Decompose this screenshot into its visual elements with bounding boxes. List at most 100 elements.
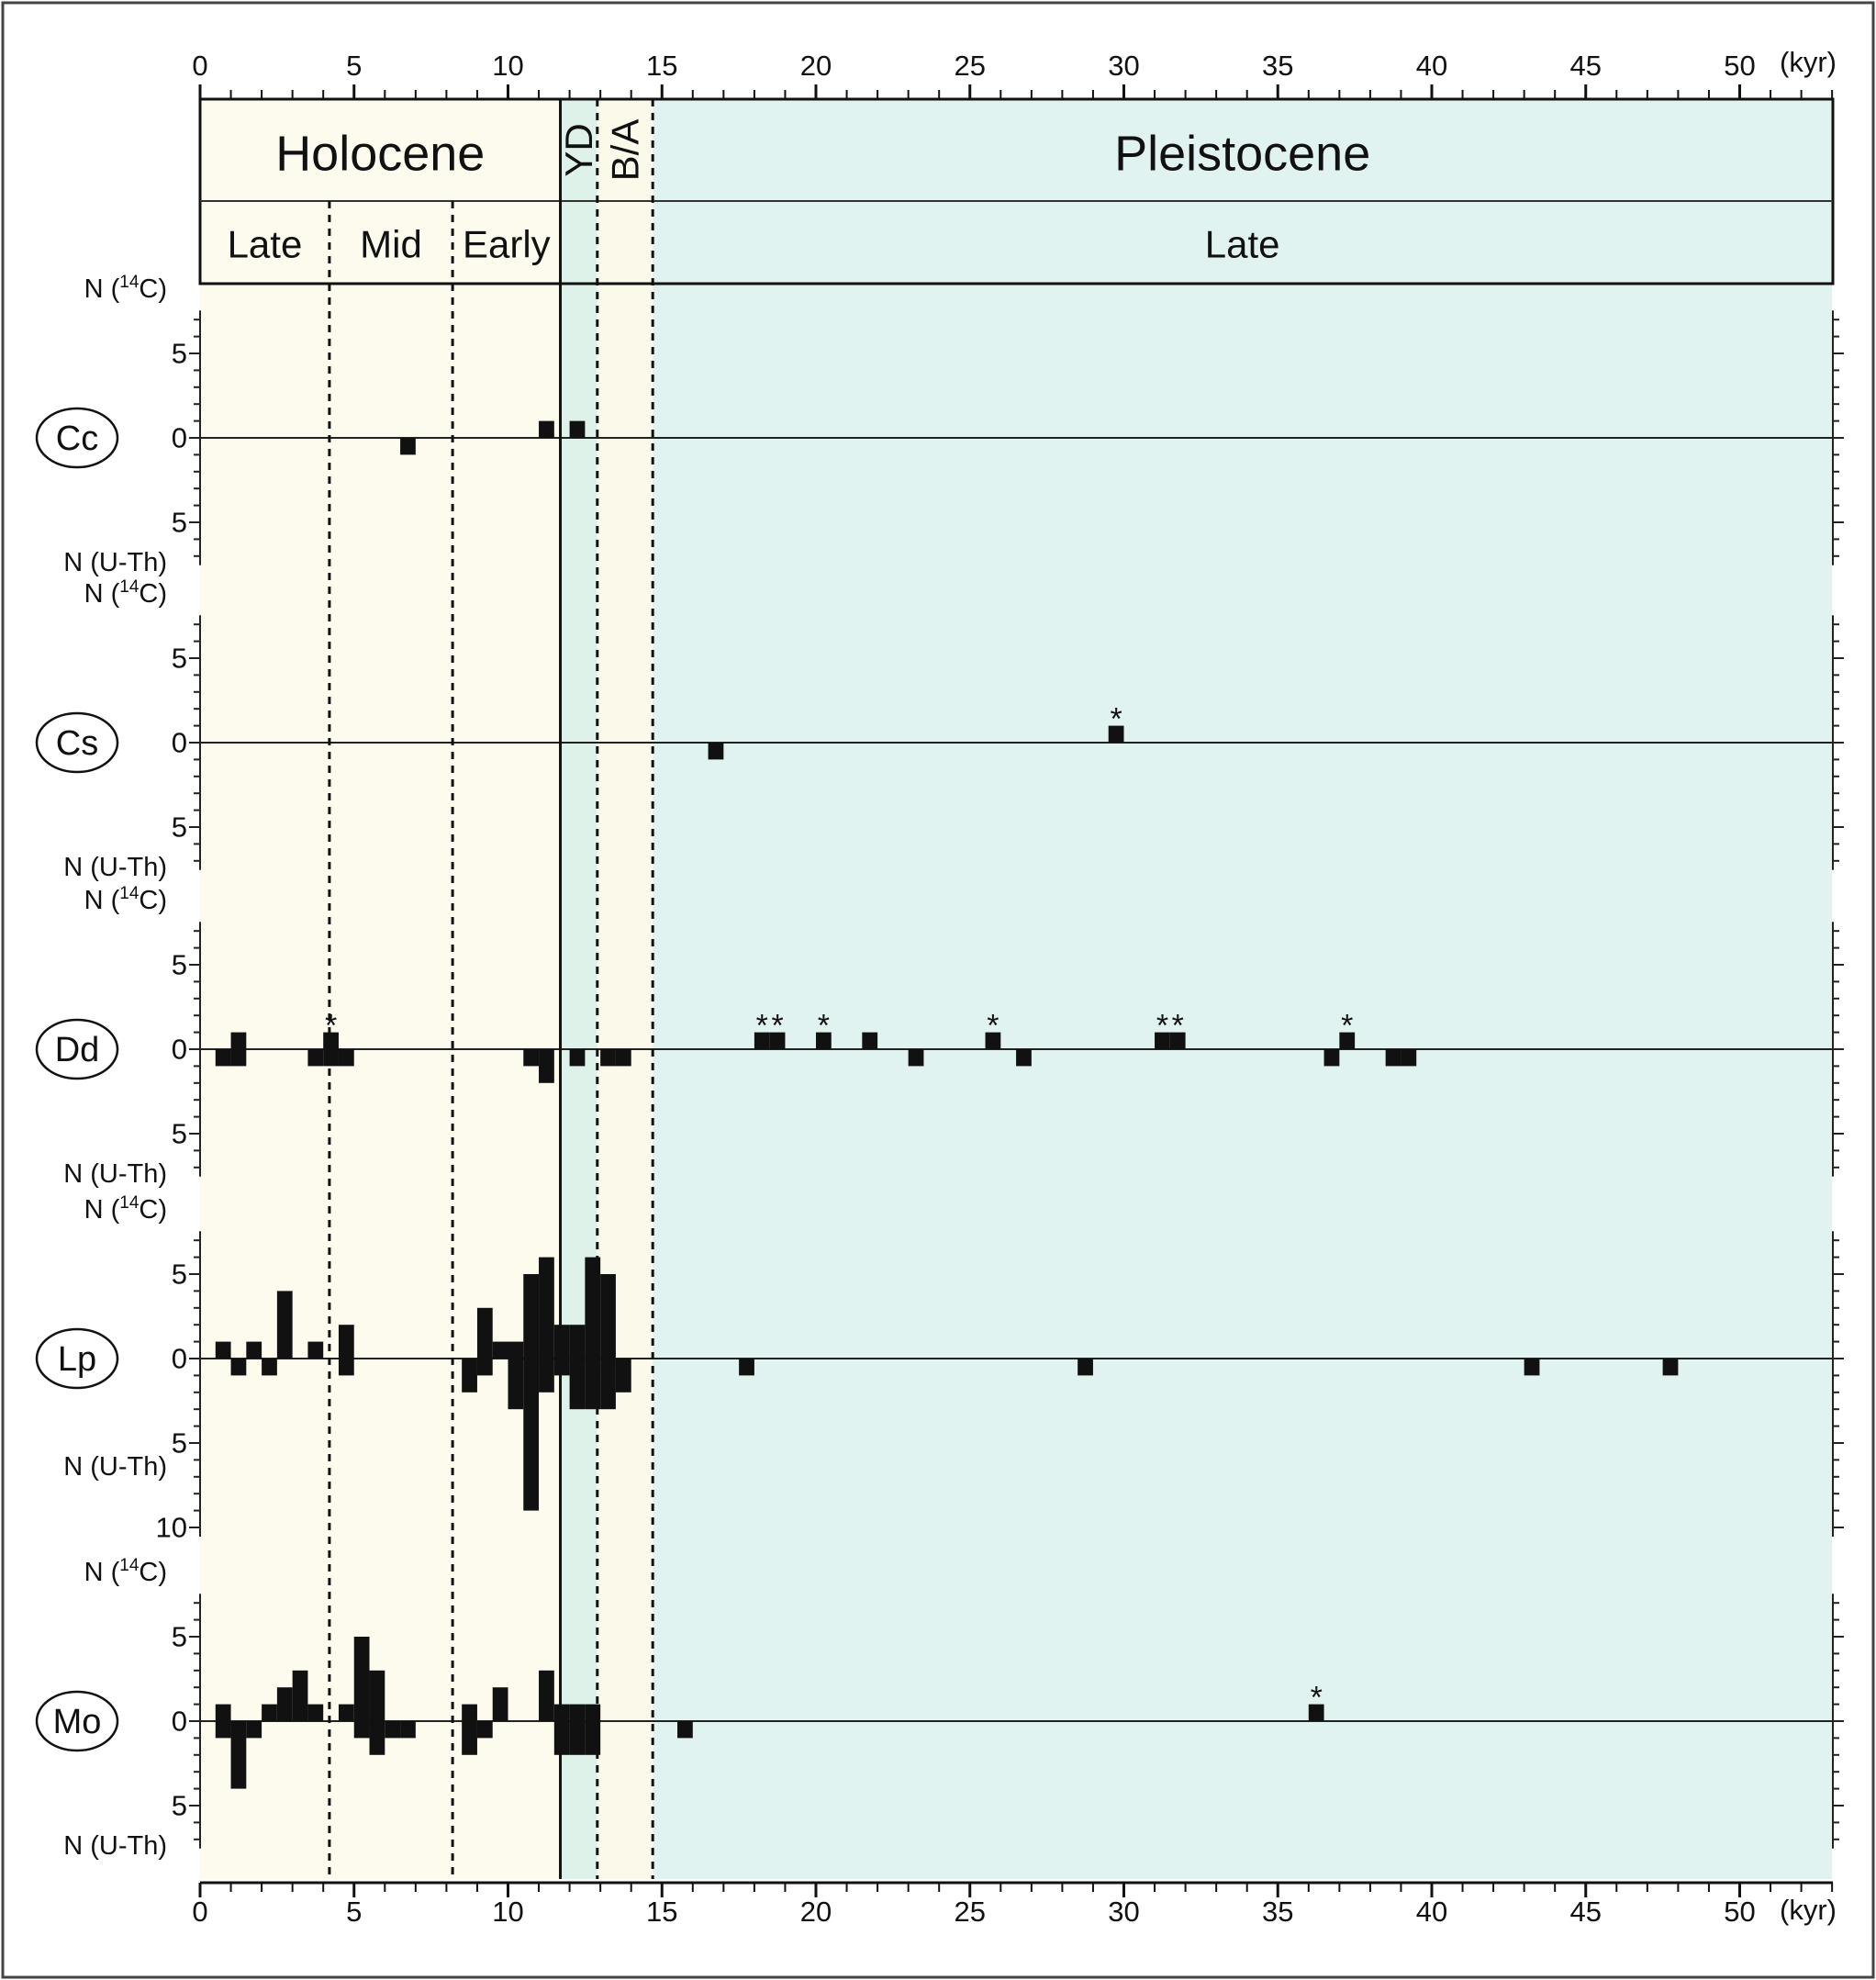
panel-cs-taxon-name: Cs: [56, 724, 98, 763]
panel-cc-tick-label-bottom-5: 5: [172, 507, 187, 539]
bar-c14-dd: [862, 1032, 878, 1049]
bar-c14-lp: [553, 1325, 570, 1359]
bottom-tick-label-5: 5: [346, 1896, 362, 1928]
bottom-tick-label-15: 15: [646, 1896, 677, 1928]
panel-cs-c14-label: N (14C): [84, 577, 167, 609]
asterisk-dd: *: [325, 1009, 337, 1044]
bar-uth-lp: [462, 1359, 477, 1393]
top-axis-unit: (kyr): [1780, 46, 1837, 78]
subperiod-label-2-early: Early: [463, 223, 551, 266]
panel-mo-tick-label-bottom-5: 5: [172, 1790, 187, 1822]
time-axes: 0 5 10 15 20 25 30 35 40 45 50 (kyr) 0 5 10 15 20 25 30 35 4…: [192, 46, 1837, 1928]
bar-c14-dd: [1155, 1032, 1170, 1049]
bar-uth-mo: [553, 1721, 570, 1755]
bar-c14-dd: [754, 1032, 770, 1049]
bar-c14-mo: [553, 1704, 570, 1721]
bar-c14-lp: [246, 1341, 262, 1359]
bar-c14-lp: [476, 1307, 493, 1359]
asterisk-cs: *: [1110, 702, 1122, 737]
panel-mo-uth-label: N (U-Th): [63, 1831, 167, 1861]
period-boundary-lines: [328, 99, 654, 1879]
bottom-tick-label-10: 10: [492, 1896, 523, 1928]
bar-uth-mo: [400, 1721, 416, 1739]
bar-c14-lp: [569, 1325, 586, 1359]
top-tick-label-30: 30: [1108, 50, 1139, 82]
bar-uth-mo: [353, 1721, 370, 1739]
bar-c14-lp: [215, 1341, 231, 1359]
bar-uth-mo: [476, 1721, 493, 1739]
bar-uth-lp: [553, 1359, 570, 1376]
bar-c14-mo: [307, 1704, 324, 1721]
bar-uth-mo: [677, 1721, 693, 1739]
period-label-ba: B/A: [603, 119, 646, 182]
bar-uth-lp: [262, 1359, 277, 1376]
bar-uth-lp: [476, 1359, 493, 1376]
bottom-tick-label-40: 40: [1416, 1896, 1447, 1928]
panel-cs-tick-label-bottom-5: 5: [172, 811, 187, 844]
panel-cc-c14-label: N (14C): [84, 273, 167, 304]
bar-c14-dd: [323, 1032, 339, 1049]
panel-lp-uth-label: N (U-Th): [63, 1452, 167, 1482]
bar-uth-dd: [1385, 1049, 1401, 1067]
bar-uth-dd: [1323, 1049, 1340, 1067]
panel-mo-c14-label: N (14C): [84, 1556, 167, 1587]
panel-lp-taxon-name: Lp: [58, 1340, 96, 1379]
bar-uth-mo: [385, 1721, 401, 1739]
subperiod-label-3-late: Late: [1205, 223, 1280, 266]
bar-uth-dd: [908, 1049, 924, 1067]
panel-mo: 0 5 5 N (14C) N (U-Th) Mo *: [35, 1556, 1844, 1861]
bar-c14-lp: [600, 1274, 616, 1359]
subperiod-label-1-mid: Mid: [360, 223, 422, 266]
panel-dd-uth-label: N (U-Th): [63, 1159, 167, 1189]
top-tick-label-25: 25: [955, 50, 986, 82]
panel-cs-taxon-badge: [35, 711, 119, 774]
period-band-ba: [597, 99, 653, 1879]
bar-uth-dd: [1401, 1049, 1417, 1067]
bar-uth-lp: [230, 1359, 247, 1376]
panel-lp-tick-label-0: 0: [172, 1343, 187, 1375]
asterisk-dd: *: [756, 1009, 768, 1044]
panel-lp-taxon-badge: [35, 1327, 119, 1390]
bar-uth-dd: [523, 1049, 540, 1067]
bar-uth-lp: [600, 1359, 616, 1410]
bar-c14-mo: [539, 1670, 554, 1721]
bar-uth-dd: [615, 1049, 631, 1067]
panel-lp-tick-label-bottom-5: 5: [172, 1427, 187, 1460]
bar-c14-mo: [353, 1637, 370, 1721]
bar-uth-lp: [338, 1359, 354, 1376]
bar-uth-dd: [215, 1049, 231, 1067]
bar-uth-dd: [230, 1049, 247, 1067]
panel-mo-tick-label-0: 0: [172, 1706, 187, 1738]
bar-uth-lp: [1662, 1359, 1679, 1376]
bar-c14-dd: [769, 1032, 786, 1049]
bar-uth-mo: [215, 1721, 231, 1739]
panel-lp: 0 5 5 10 N (14C) N (U-Th) Lp: [35, 1193, 1844, 1544]
top-tick-label-50: 50: [1724, 50, 1755, 82]
period-label-yd: YD: [557, 123, 600, 176]
panel-cc: 0 5 5 N (14C) N (U-Th) Cc: [35, 273, 1844, 577]
bar-uth-dd: [600, 1049, 616, 1067]
bar-c14-mo: [292, 1670, 308, 1721]
bar-uth-lp: [1524, 1359, 1540, 1376]
bar-uth-dd: [323, 1049, 339, 1067]
bar-c14-lp: [307, 1341, 324, 1359]
bar-uth-lp: [569, 1359, 586, 1410]
bar-c14-lp: [585, 1257, 601, 1359]
bar-c14-mo: [462, 1704, 477, 1721]
panel-dd-tick-label-top-5: 5: [172, 949, 187, 981]
bottom-tick-label-25: 25: [955, 1896, 986, 1928]
bar-c14-lp: [539, 1257, 554, 1359]
bar-c14-mo: [569, 1704, 586, 1721]
panel-dd-tick-label-bottom-5: 5: [172, 1118, 187, 1150]
bar-c14-mo: [492, 1687, 508, 1721]
bottom-tick-label-30: 30: [1108, 1896, 1139, 1928]
bar-uth-dd: [539, 1049, 554, 1083]
panel-cs-tick-label-top-5: 5: [172, 643, 187, 675]
asterisk-dd: *: [1341, 1009, 1353, 1044]
bar-c14-mo: [276, 1687, 293, 1721]
bar-uth-cc: [400, 438, 416, 455]
bar-c14-mo: [215, 1704, 231, 1721]
top-tick-label-35: 35: [1262, 50, 1293, 82]
